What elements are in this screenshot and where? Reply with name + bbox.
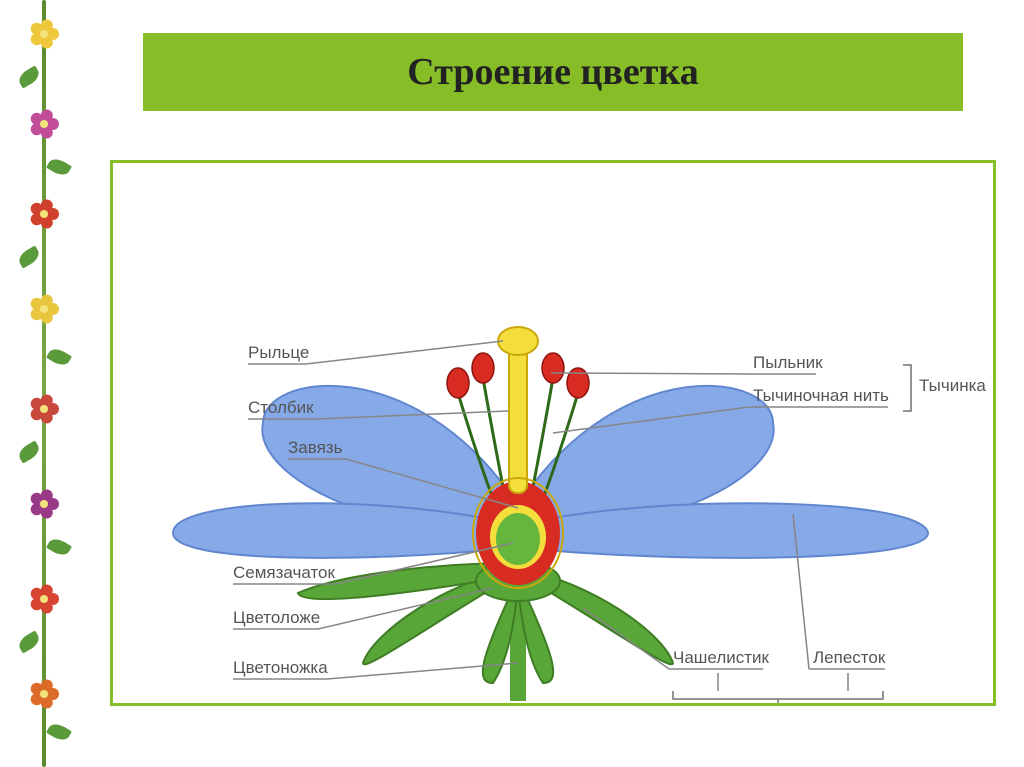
vine-flower — [30, 680, 58, 708]
anther — [542, 353, 564, 383]
bracket-stamen — [903, 365, 911, 411]
label-sepal: Чашелистик — [673, 648, 770, 667]
label-receptacle: Цветоложе — [233, 608, 320, 627]
page-title: Строение цветка — [407, 50, 699, 94]
vine-leaf — [46, 155, 72, 178]
bracket-perianth — [673, 691, 883, 699]
style — [509, 343, 527, 493]
vine-flower — [30, 200, 58, 228]
vine-leaf — [46, 720, 72, 743]
flower-diagram: Рыльце Столбик Завязь Семязачаток Цветоложе Ц… — [113, 163, 993, 703]
anther — [472, 353, 494, 383]
vine-leaf — [16, 245, 42, 268]
stigma — [498, 327, 538, 355]
vine-leaf — [46, 535, 72, 558]
anther — [447, 368, 469, 398]
label-style: Столбик — [248, 398, 314, 417]
ovule — [496, 513, 540, 565]
label-anther: Пыльник — [753, 353, 823, 372]
label-petal: Лепесток — [813, 648, 886, 667]
vine-leaf — [16, 630, 42, 653]
vine-flower — [30, 20, 58, 48]
vine-leaf — [16, 440, 42, 463]
vine-leaf — [16, 65, 42, 88]
label-pedicel: Цветоножка — [233, 658, 328, 677]
title-banner: Строение цветка — [140, 30, 966, 114]
vine-flower — [30, 585, 58, 613]
label-stamen: Тычинка — [919, 376, 986, 395]
vine-flower — [30, 395, 58, 423]
vine-flower — [30, 110, 58, 138]
vine-leaf — [46, 345, 72, 368]
leader-line — [551, 373, 749, 374]
label-ovary: Завязь — [288, 438, 343, 457]
vine-flower — [30, 490, 58, 518]
vine-flower — [30, 295, 58, 323]
label-ovule: Семязачаток — [233, 563, 335, 582]
label-filament: Тычиночная нить — [753, 386, 889, 405]
diagram-container: Рыльце Столбик Завязь Семязачаток Цветоложе Ц… — [110, 160, 996, 706]
decorative-vine — [8, 0, 80, 767]
label-stigma: Рыльце — [248, 343, 309, 362]
